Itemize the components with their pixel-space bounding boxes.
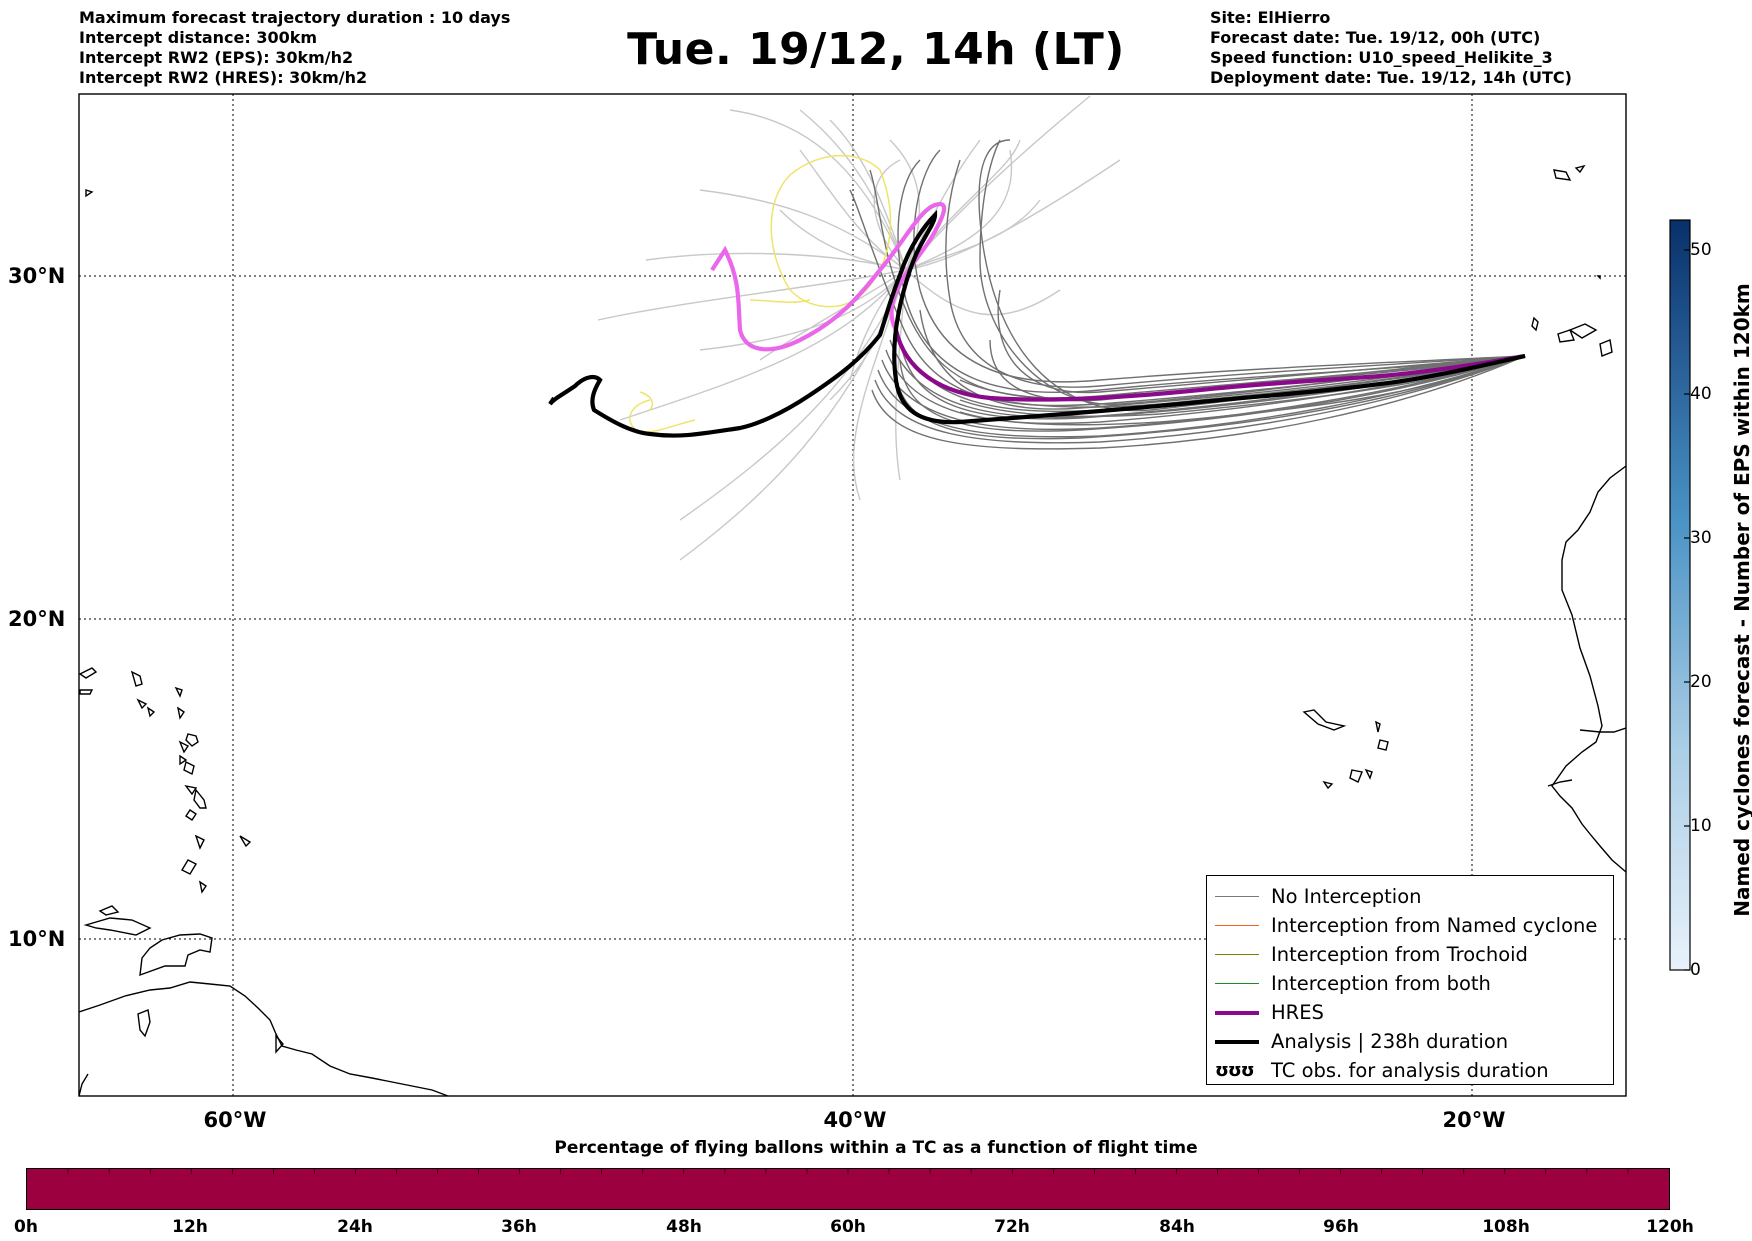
colorbar-tick: 10 bbox=[1690, 816, 1712, 836]
legend-entry: Analysis | 238h duration bbox=[1215, 1027, 1613, 1056]
site-parameters: Site: ElHierro Forecast date: Tue. 19/12… bbox=[1210, 8, 1572, 88]
forecast-parameters: Maximum forecast trajectory duration : 1… bbox=[79, 8, 510, 88]
legend-swatch bbox=[1215, 983, 1259, 984]
info-speed-function: Speed function: U10_speed_Helikite_3 bbox=[1210, 48, 1553, 67]
info-intercept-distance: Intercept distance: 300km bbox=[79, 28, 318, 47]
legend-entry: HRES bbox=[1215, 998, 1613, 1027]
lat-label-10n: 10°N bbox=[8, 927, 66, 951]
legend-label: Analysis | 238h duration bbox=[1271, 1030, 1509, 1053]
colorbar-gradient bbox=[1669, 219, 1691, 971]
eps-trajectories-light bbox=[597, 95, 1121, 561]
percentage-bar-title: Percentage of flying ballons within a TC… bbox=[554, 1138, 1198, 1158]
time-tick: 36h bbox=[501, 1217, 537, 1237]
info-intercept-hres: Intercept RW2 (HRES): 30km/h2 bbox=[79, 68, 368, 87]
time-tick: 24h bbox=[337, 1217, 373, 1237]
time-tick: 108h bbox=[1482, 1217, 1530, 1237]
legend-entry: ʊʊʊ TC obs. for analysis duration bbox=[1215, 1056, 1613, 1085]
info-site: Site: ElHierro bbox=[1210, 8, 1331, 27]
hres-trajectory bbox=[893, 329, 1526, 402]
legend-label: TC obs. for analysis duration bbox=[1271, 1059, 1549, 1082]
legend-entry: Interception from Named cyclone bbox=[1215, 911, 1613, 940]
legend-swatch bbox=[1215, 1039, 1259, 1044]
colorbar-tick: 0 bbox=[1690, 960, 1701, 980]
lat-label-30n: 30°N bbox=[8, 264, 66, 288]
legend-entry: No Interception bbox=[1215, 882, 1613, 911]
legend-swatch bbox=[1215, 925, 1259, 926]
percentage-bar-minor-ticks bbox=[67, 1169, 1629, 1174]
lon-label-40w: 40°W bbox=[823, 1108, 887, 1132]
legend-label: Interception from Trochoid bbox=[1271, 943, 1528, 966]
coastlines bbox=[79, 164, 1626, 1096]
time-tick: 120h bbox=[1646, 1217, 1694, 1237]
legend-swatch bbox=[1215, 896, 1259, 897]
legend: No Interception Interception from Named … bbox=[1206, 875, 1614, 1085]
legend-entry: Interception from both bbox=[1215, 969, 1613, 998]
colorbar-tick: 50 bbox=[1690, 240, 1712, 260]
time-tick: 84h bbox=[1159, 1217, 1195, 1237]
colorbar bbox=[1669, 219, 1691, 971]
time-tick: 72h bbox=[994, 1217, 1030, 1237]
lon-label-20w: 20°W bbox=[1442, 1108, 1506, 1132]
colorbar-tick: 40 bbox=[1690, 384, 1712, 404]
cyclone-symbol-icon: ʊʊʊ bbox=[1215, 1060, 1255, 1081]
info-deployment-date: Deployment date: Tue. 19/12, 14h (UTC) bbox=[1210, 68, 1572, 87]
colorbar-label: Named cyclones forecast - Number of EPS … bbox=[1730, 283, 1752, 917]
info-max-duration: Maximum forecast trajectory duration : 1… bbox=[79, 8, 511, 27]
legend-label: Interception from both bbox=[1271, 972, 1491, 995]
info-intercept-eps: Intercept RW2 (EPS): 30km/h2 bbox=[79, 48, 354, 67]
legend-label: No Interception bbox=[1271, 885, 1422, 908]
time-tick: 96h bbox=[1323, 1217, 1359, 1237]
map-frame bbox=[78, 93, 1627, 1097]
info-forecast-date: Forecast date: Tue. 19/12, 00h (UTC) bbox=[1210, 28, 1541, 47]
time-tick: 60h bbox=[830, 1217, 866, 1237]
hres-trajectory-upper bbox=[710, 201, 947, 352]
lat-label-20n: 20°N bbox=[8, 607, 66, 631]
legend-swatch bbox=[1215, 1010, 1259, 1015]
legend-entry: Interception from Trochoid bbox=[1215, 940, 1613, 969]
colorbar-tick: 30 bbox=[1690, 528, 1712, 548]
map-title: Tue. 19/12, 14h (LT) bbox=[627, 24, 1125, 75]
legend-label: HRES bbox=[1271, 1001, 1324, 1024]
lon-label-60w: 60°W bbox=[203, 1108, 267, 1132]
time-tick: 48h bbox=[666, 1217, 702, 1237]
time-tick: 0h bbox=[14, 1217, 38, 1237]
legend-label: Interception from Named cyclone bbox=[1271, 914, 1598, 937]
analysis-trajectory bbox=[548, 209, 1526, 438]
colorbar-ticks bbox=[1684, 249, 1690, 971]
percentage-bar bbox=[26, 1168, 1670, 1210]
time-tick: 12h bbox=[172, 1217, 208, 1237]
colorbar-tick: 20 bbox=[1690, 672, 1712, 692]
legend-swatch bbox=[1215, 954, 1259, 955]
